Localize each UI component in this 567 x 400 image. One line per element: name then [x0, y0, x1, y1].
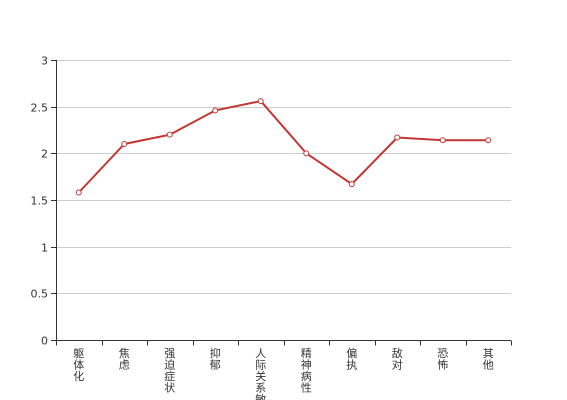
y-tick-label: 3 — [41, 55, 48, 68]
y-tick-label: 0 — [41, 335, 48, 348]
data-point[interactable] — [257, 98, 264, 105]
x-tick-label: 人际关系敏感 — [255, 347, 266, 400]
grid-lines — [56, 60, 511, 294]
data-point[interactable] — [439, 137, 446, 144]
x-tick-label: 偏执 — [346, 346, 357, 372]
y-tick-label: 2 — [41, 148, 48, 161]
series — [75, 98, 492, 196]
series-line — [78, 100, 489, 194]
data-point[interactable] — [121, 141, 128, 147]
data-point[interactable] — [394, 134, 401, 141]
x-tick-label: 躯体化 — [73, 347, 84, 383]
x-tick-label: 敌对 — [392, 346, 403, 372]
x-axis-ticks: 躯体化 焦虑 强迫症状 抑郁 人际关系敏感 精神病性 偏执 敌对 恐怖 其他 — [56, 340, 512, 400]
y-tick-label: 0.5 — [31, 288, 49, 301]
y-tick-label: 1 — [41, 242, 48, 255]
data-point[interactable] — [212, 107, 219, 114]
data-point[interactable] — [303, 150, 310, 157]
x-tick-label: 精神病性 — [301, 347, 312, 395]
x-tick-label: 强迫症状 — [164, 347, 175, 395]
x-tick-label: 其他 — [483, 347, 494, 372]
x-tick-label: 恐怖 — [437, 347, 448, 372]
y-axis-ticks: 0 0.5 1 1.5 2 2.5 3 — [31, 55, 56, 348]
data-point[interactable] — [485, 137, 492, 144]
data-point[interactable] — [166, 131, 173, 138]
x-tick-label: 焦虑 — [119, 347, 130, 372]
axes — [56, 60, 511, 341]
data-point[interactable] — [348, 181, 355, 188]
x-tick-label: 抑郁 — [210, 346, 221, 372]
y-tick-label: 1.5 — [31, 195, 49, 208]
y-tick-label: 2.5 — [31, 102, 49, 115]
data-point[interactable] — [75, 189, 82, 196]
